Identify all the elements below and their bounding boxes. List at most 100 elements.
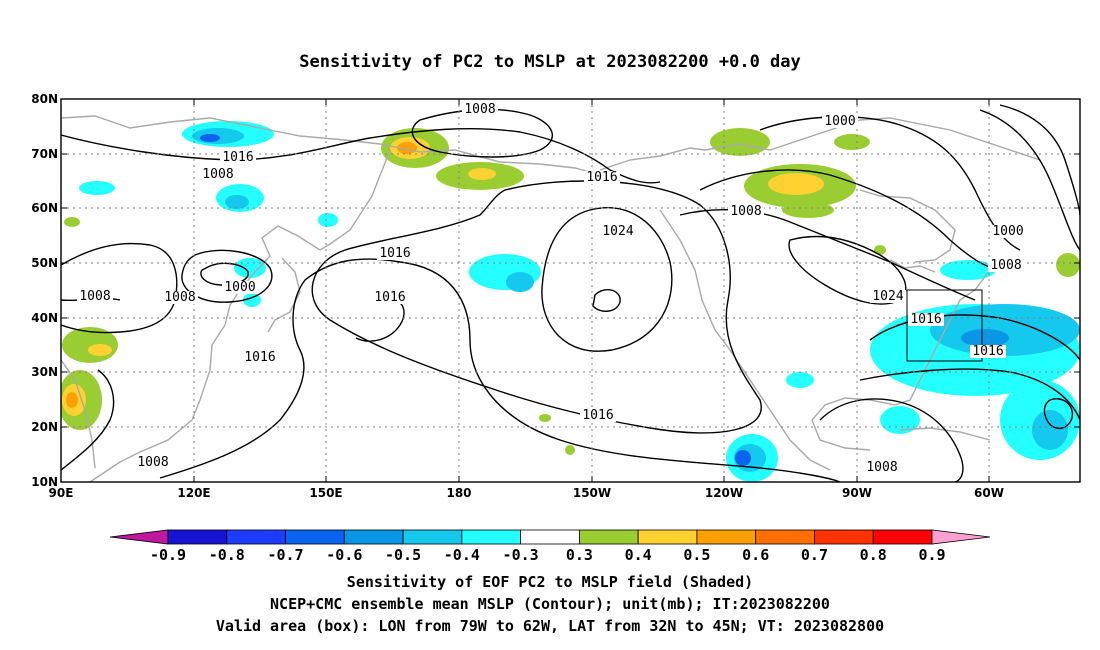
coastline-alaska — [599, 147, 706, 171]
contour-label-bg — [728, 205, 764, 218]
contour-label: 1016 — [374, 290, 405, 305]
contour-label: 1024 — [872, 289, 903, 304]
contour-label: 1008 — [990, 258, 1021, 273]
contour-1016-atlantic — [869, 314, 1080, 361]
contour-label-bg — [372, 291, 408, 304]
lat-tick-label: 10N — [31, 475, 58, 489]
colorbar-segment — [461, 529, 522, 545]
colorbar-segment — [343, 529, 404, 545]
lon-tick-label: 90E — [49, 486, 74, 500]
contour-label-bg — [162, 291, 198, 304]
contour-label: 1016 — [222, 150, 253, 165]
contour-label: 1016 — [582, 408, 613, 423]
contour-label-bg — [580, 409, 616, 422]
contour-1000-alaska — [759, 116, 1021, 251]
figure-title: Sensitivity of PC2 to MSLP at 2023082200… — [299, 52, 801, 72]
colorbar-segment — [814, 529, 874, 545]
contour-1024-inner — [592, 288, 621, 312]
map-frame — [60, 98, 1081, 483]
contour-1008-canada — [699, 169, 1006, 271]
contour-1000-far-east — [979, 109, 1080, 251]
contour-label: 1008 — [866, 460, 897, 475]
lat-tick-label: 70N — [31, 147, 58, 161]
colorbar-segment — [696, 529, 757, 545]
lat-tick-label: 30N — [31, 365, 58, 379]
captions: Sensitivity of EOF PC2 to MSLP field (Sh… — [216, 573, 884, 635]
caption-line: Valid area (box): LON from 79W to 62W, L… — [216, 617, 884, 635]
lat-tick-label: 20N — [31, 420, 58, 434]
colorbar-segment — [402, 529, 463, 545]
contour-label: 1016 — [244, 350, 275, 365]
lon-tick-label: 120W — [705, 486, 743, 500]
contour-label-bg — [242, 351, 278, 364]
contour-labels: 1008 1000 1016 1008 1016 1016 1024 1008 1016 1008… — [77, 102, 1026, 475]
contour-label-bg — [990, 225, 1026, 238]
contour-label-bg — [970, 345, 1006, 358]
colorbar-label: 0.3 — [566, 546, 593, 564]
contour-label: 1008 — [730, 204, 761, 219]
contour-label: 1008 — [202, 167, 233, 182]
colorbar: -0.9 -0.8 -0.7 -0.6 -0.5 -0.4 -0.3 0.3 0.4 0.5 0.6… — [109, 529, 991, 564]
colorbar-label: -0.3 — [503, 546, 539, 564]
contour-1008-far-east — [999, 104, 1080, 216]
contour-label-bg — [462, 103, 498, 116]
contour-label: 1008 — [79, 289, 110, 304]
colorbar-label: 0.8 — [860, 546, 887, 564]
coastline-great-lakes — [889, 259, 936, 273]
contour-label-bg — [864, 461, 900, 474]
contour-label-bg — [584, 171, 620, 184]
contour-label: 1008 — [464, 102, 495, 117]
coastline-east-asia — [89, 225, 321, 482]
contour-label: 1016 — [586, 170, 617, 185]
colorbar-segment — [578, 529, 639, 545]
longitude-axis: 90E 120E 150E 180 150W 120W 90W 60W — [49, 99, 1004, 500]
colorbar-segment — [520, 529, 580, 545]
contour-label: 1000 — [224, 280, 255, 295]
lat-tick-label: 80N — [31, 92, 58, 106]
contour-label: 1024 — [602, 224, 633, 239]
contour-label-bg — [870, 290, 906, 303]
contour-label-bg — [220, 151, 256, 164]
lon-tick-label: 150E — [309, 486, 342, 500]
coastline-north-america-west — [659, 209, 831, 471]
lon-tick-label: 90W — [842, 486, 872, 500]
coastline-eurasia — [61, 115, 591, 173]
coastline-kamchatka — [319, 149, 391, 251]
colorbar-arrow-right — [931, 529, 991, 545]
contour-label-bg — [222, 281, 258, 294]
lat-tick-label: 60N — [31, 201, 58, 215]
contour-1008-sw — [61, 369, 115, 471]
contour-1016-atlantic-south — [859, 368, 1080, 421]
blob-pacific-negative — [469, 254, 778, 482]
colorbar-label: 0.9 — [918, 546, 945, 564]
colorbar-segment — [637, 529, 698, 545]
colorbar-segment — [285, 529, 345, 545]
colorbar-arrow-left — [109, 529, 169, 545]
contour-1024-high — [541, 207, 673, 352]
colorbar-label: 0.6 — [742, 546, 769, 564]
colorbar-segment — [167, 529, 228, 545]
latitude-axis: 80N 70N 60N 50N 40N 30N 20N 10N — [31, 92, 1080, 489]
contour-label: 1008 — [164, 290, 195, 305]
lat-tick-label: 40N — [31, 311, 58, 325]
contour-label: 1000 — [992, 224, 1023, 239]
contour-label-bg — [200, 168, 236, 181]
mslp-contours — [61, 104, 1080, 482]
coastline-us-east — [894, 269, 991, 406]
map-panel: 1008 1000 1016 1008 1016 1016 1024 1008 1016 1008… — [31, 92, 1081, 500]
lon-tick-label: 60W — [974, 486, 1004, 500]
contour-1008-lower — [159, 258, 841, 482]
colorbar-label: 0.4 — [625, 546, 652, 564]
colorbar-label: -0.7 — [267, 546, 303, 564]
contour-high-far-east — [1043, 398, 1074, 429]
valid-area-box — [906, 289, 983, 362]
colorbar-label: -0.9 — [150, 546, 186, 564]
contour-label: 1016 — [379, 246, 410, 261]
colorbar-label: -0.6 — [326, 546, 362, 564]
contour-label-bg — [377, 247, 413, 260]
colorbar-segment — [872, 529, 933, 545]
colorbar-segment — [226, 529, 286, 545]
caption-line: Sensitivity of EOF PC2 to MSLP field (Sh… — [347, 573, 753, 591]
colorbar-segment — [755, 529, 815, 545]
